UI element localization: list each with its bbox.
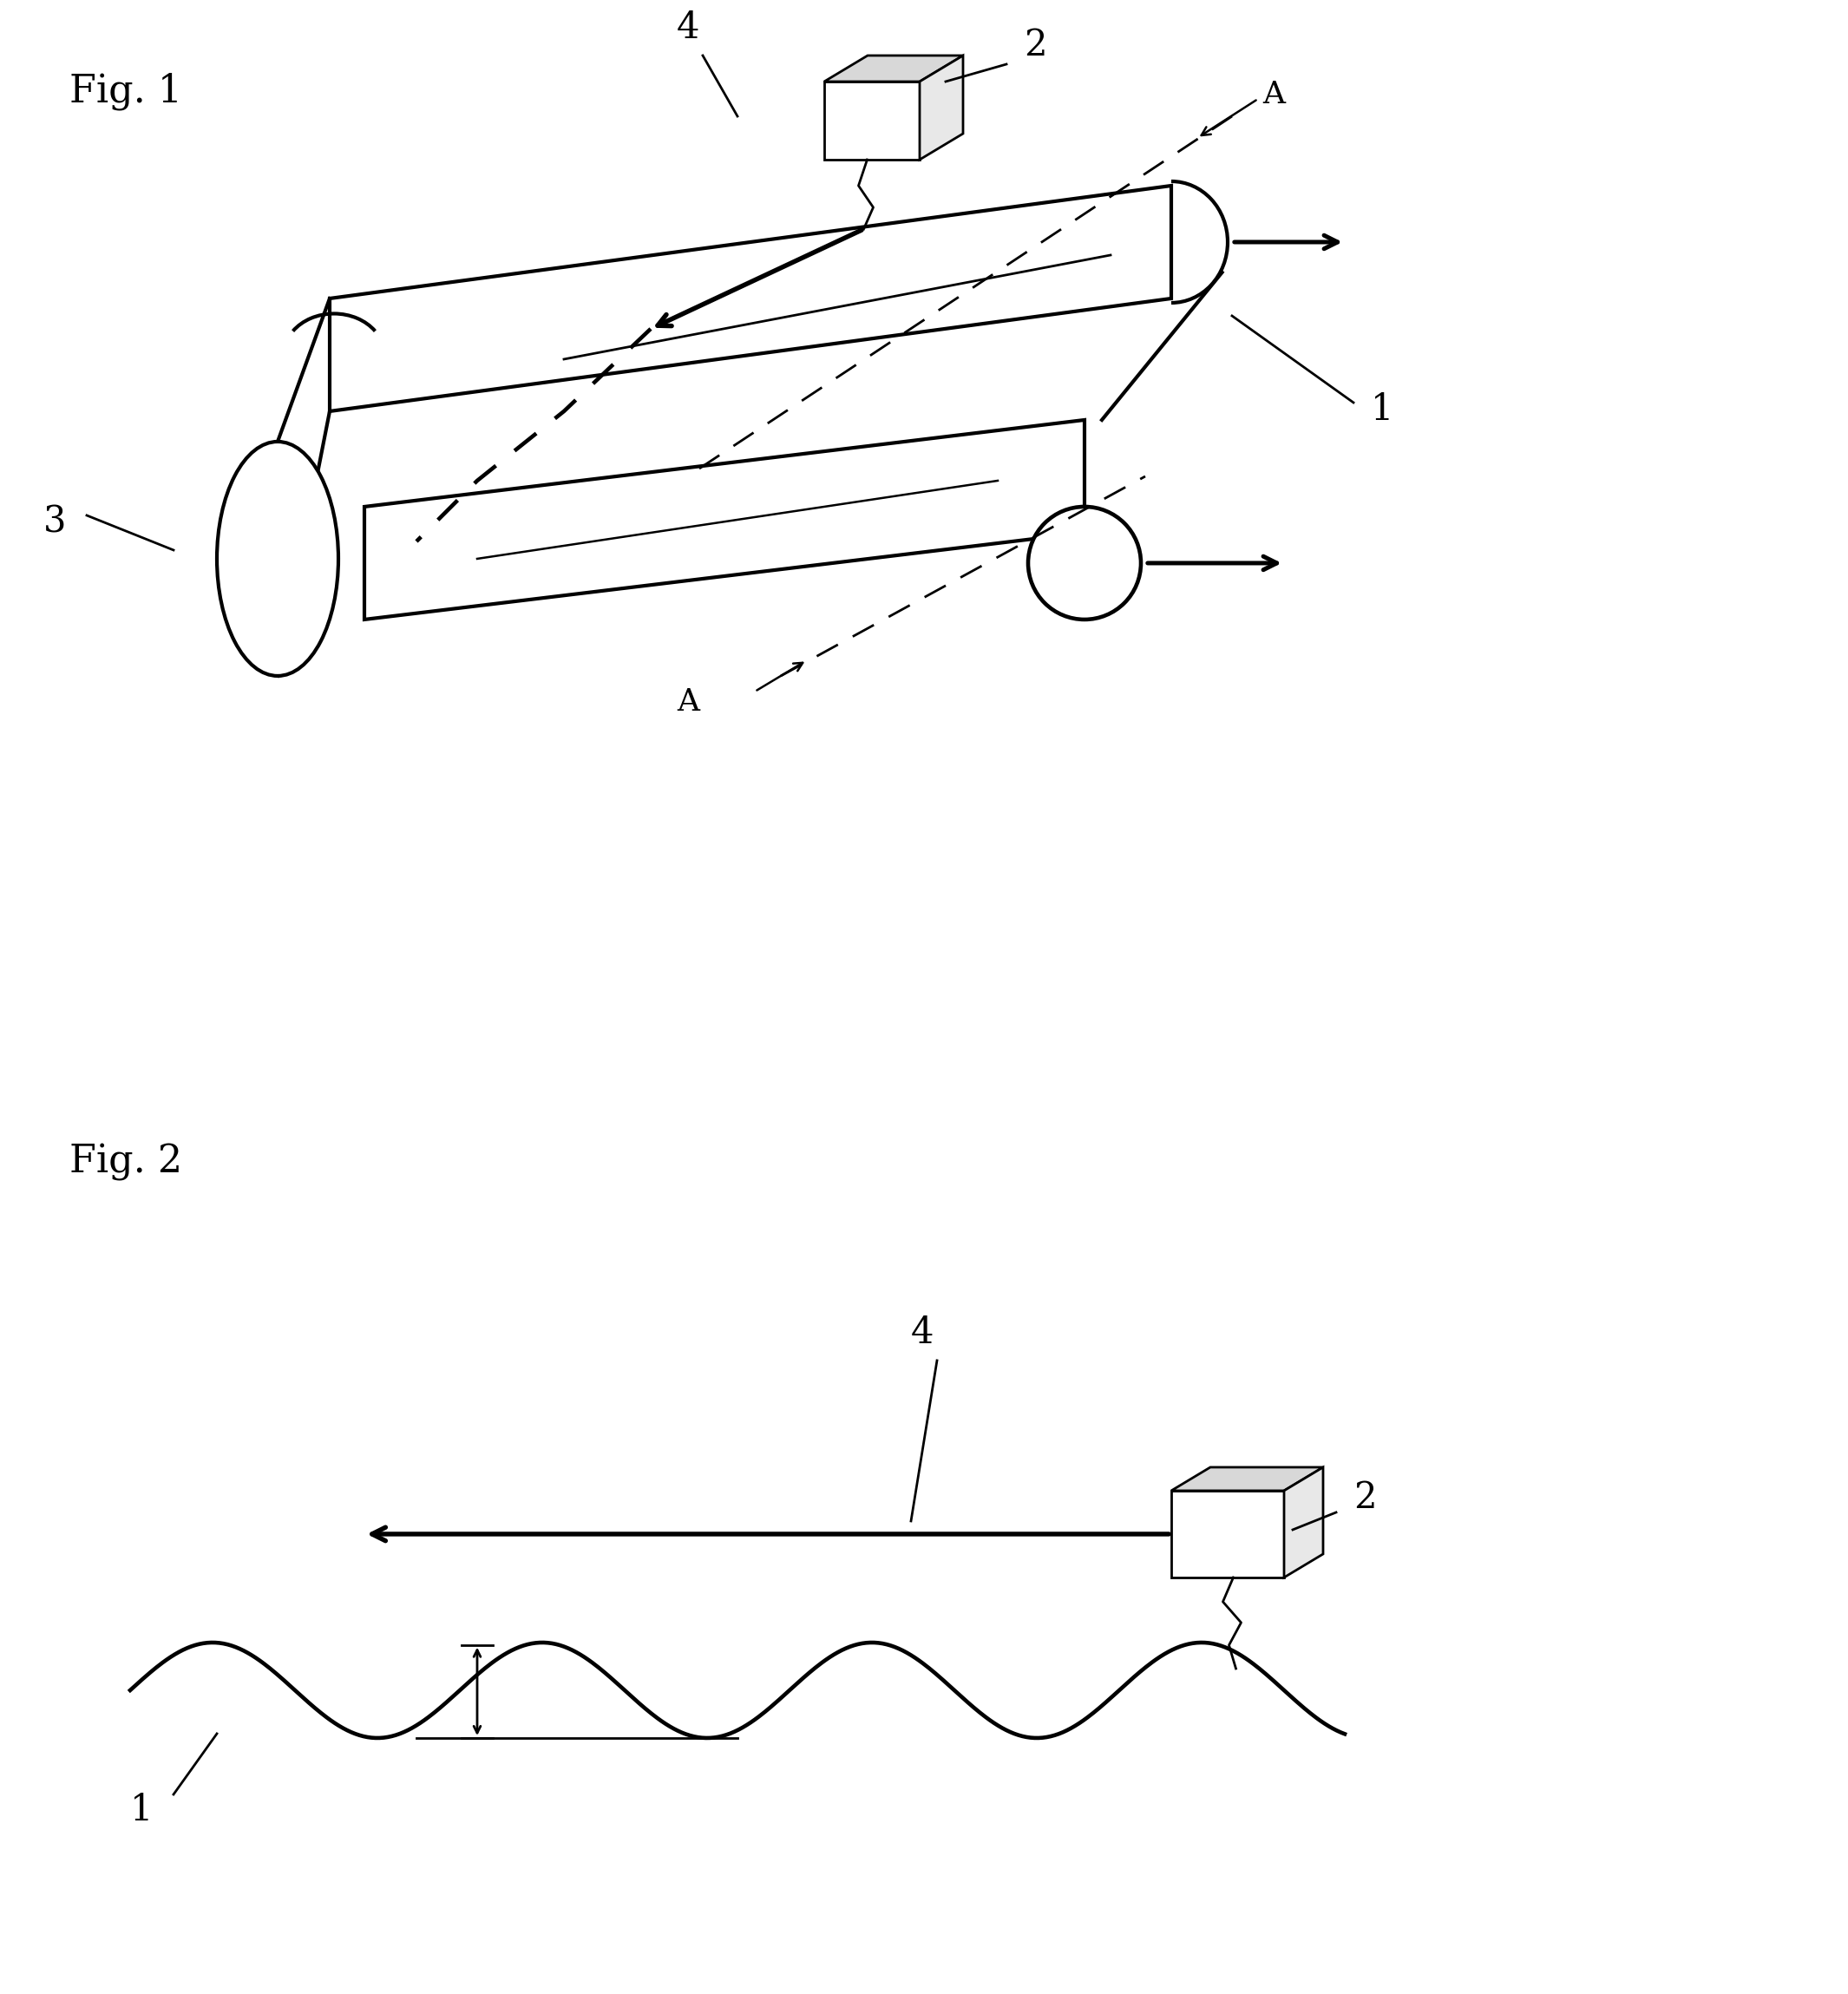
Text: A: A: [1262, 80, 1284, 110]
Polygon shape: [920, 56, 963, 160]
Text: 2: 2: [1024, 26, 1046, 64]
Polygon shape: [1172, 1492, 1284, 1577]
Text: 4: 4: [676, 10, 700, 46]
Polygon shape: [824, 82, 920, 160]
Text: Fig. 2: Fig. 2: [70, 1145, 183, 1180]
Polygon shape: [824, 56, 963, 82]
Text: A: A: [676, 688, 699, 716]
Text: 1: 1: [1371, 391, 1393, 429]
Text: 1: 1: [129, 1793, 153, 1828]
Polygon shape: [329, 185, 1172, 411]
Text: 4: 4: [911, 1314, 933, 1352]
Ellipse shape: [216, 441, 338, 676]
Text: 2: 2: [1353, 1480, 1377, 1515]
Polygon shape: [364, 421, 1085, 620]
Polygon shape: [1284, 1468, 1323, 1577]
Text: 3: 3: [43, 504, 67, 540]
Polygon shape: [1172, 1468, 1323, 1492]
Ellipse shape: [1027, 506, 1140, 620]
Text: Fig. 1: Fig. 1: [70, 74, 183, 110]
